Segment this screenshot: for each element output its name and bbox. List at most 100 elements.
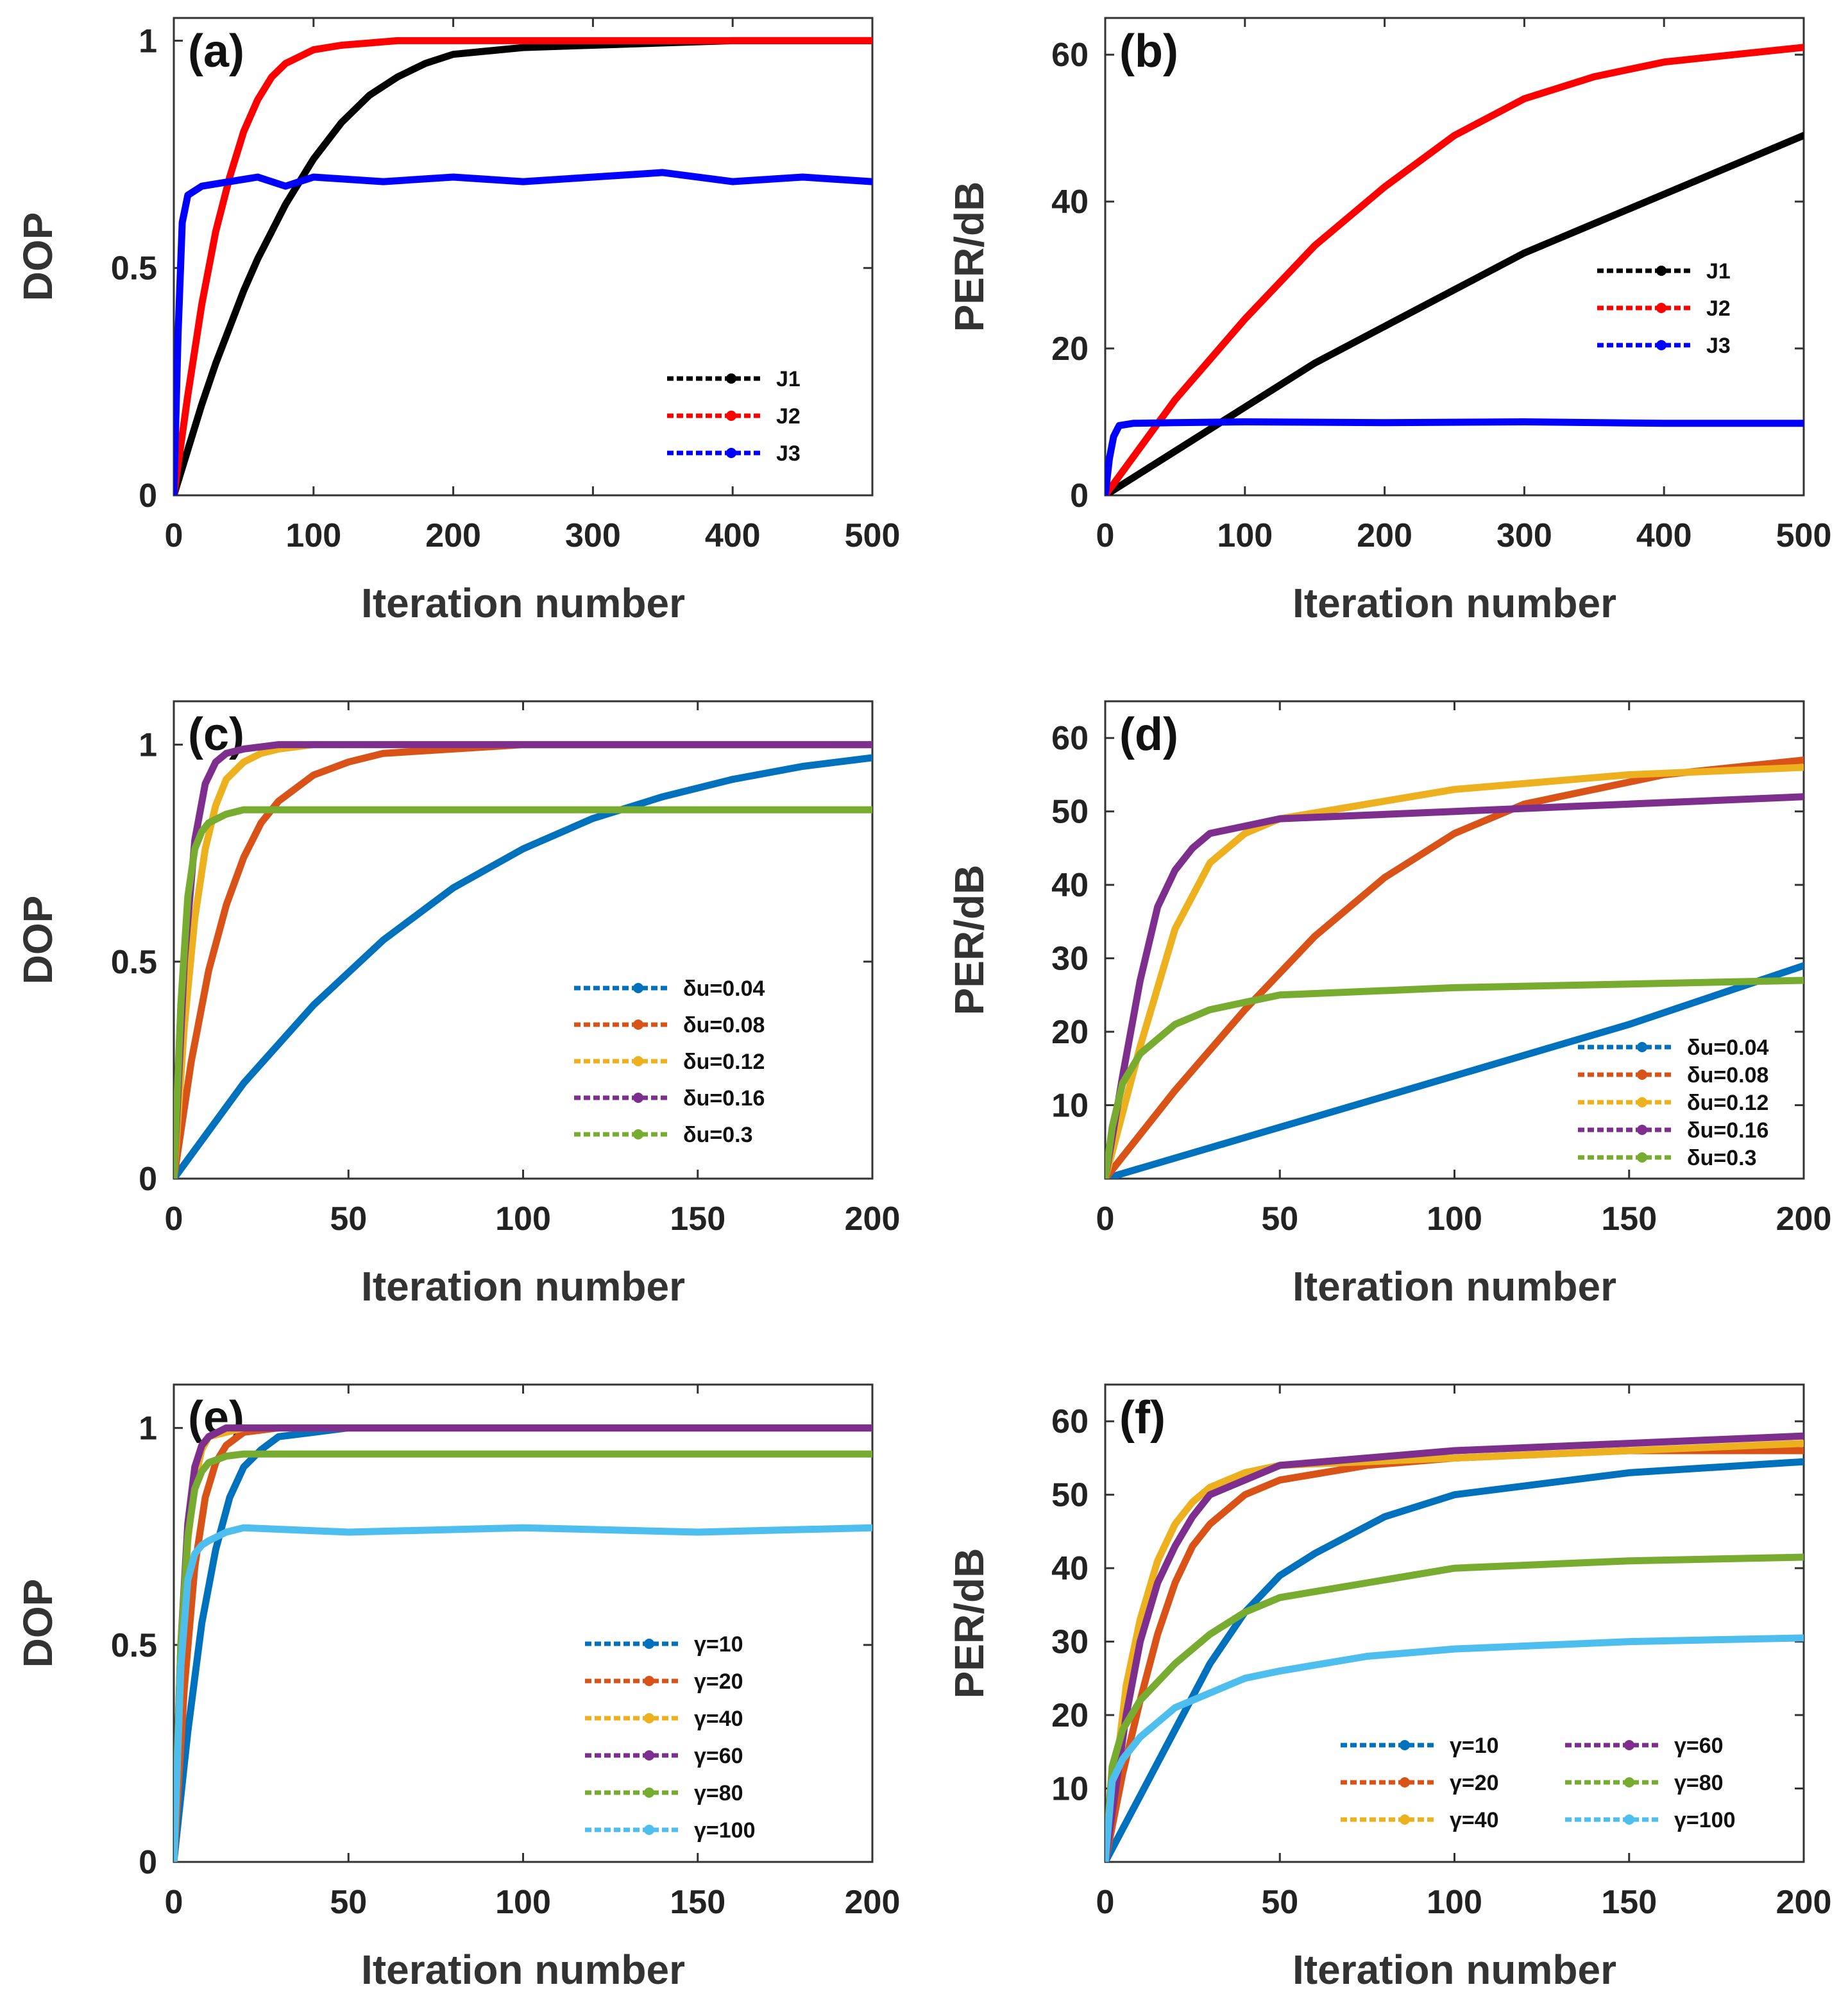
legend-label: J3 [776, 441, 801, 466]
y-tick-label: 0 [139, 1844, 157, 1881]
legend-marker [1637, 1097, 1647, 1107]
x-tick-label: 100 [495, 1884, 551, 1921]
y-tick-label: 0 [1070, 477, 1089, 515]
x-tick-label: 500 [1776, 517, 1832, 554]
legend-label: γ=100 [1674, 1808, 1736, 1832]
y-axis-label: PER/dB [946, 865, 992, 1016]
y-axis-label: DOP [15, 1579, 61, 1668]
x-tick-label: 150 [1601, 1884, 1657, 1921]
legend-marker [1656, 303, 1666, 313]
panel-d: 0 50 100 150 200 10 20 30 40 50 60 Iteration number… [946, 700, 1831, 1310]
x-tick-label: 300 [565, 517, 621, 554]
legend-marker [1637, 1152, 1647, 1163]
series-line-γ=40 [1105, 1440, 1804, 1862]
x-tick-label: 400 [1636, 517, 1692, 554]
legend-marker [1624, 1814, 1634, 1825]
legend-label: γ=20 [1450, 1771, 1499, 1795]
legend-label: γ=60 [694, 1744, 743, 1768]
legend-label: δu=0.3 [1687, 1146, 1757, 1170]
legend-marker [633, 983, 643, 993]
legend-marker [633, 1129, 643, 1139]
y-axis-label: PER/dB [946, 1548, 992, 1699]
y-tick-label: 30 [1051, 941, 1089, 978]
legend-marker [726, 373, 736, 384]
x-tick-label: 50 [330, 1884, 367, 1921]
y-tick-label: 40 [1051, 1550, 1089, 1587]
series-line-γ=100 [1105, 1634, 1804, 1862]
x-tick-label: 200 [1357, 517, 1412, 554]
series-line-δu=0.12 [1105, 764, 1804, 1179]
series-line-γ=60 [174, 1424, 872, 1862]
x-tick-label: 50 [330, 1200, 367, 1238]
x-tick-label: 200 [1776, 1884, 1832, 1921]
y-tick-label: 20 [1051, 330, 1089, 368]
series-line-γ=20 [1105, 1447, 1804, 1862]
legend-label: J2 [1706, 296, 1731, 321]
panel-label: (b) [1119, 26, 1178, 77]
y-tick-label: 0.5 [111, 944, 157, 981]
legend-label: γ=80 [694, 1781, 743, 1805]
series-line-γ=10 [1105, 1458, 1804, 1862]
x-axis-label: Iteration number [1293, 1263, 1616, 1310]
y-tick-label: 1 [139, 1410, 157, 1447]
panel-b: 0 100 200 300 400 500 0 20 40 60 Iteration number P… [946, 17, 1832, 626]
x-axis-label: Iteration number [361, 1263, 685, 1310]
legend-label: δu=0.16 [683, 1086, 765, 1111]
legend-marker [1656, 266, 1666, 276]
y-axis-label: DOP [15, 212, 61, 302]
legend-label: J2 [776, 404, 801, 429]
series-line-δu=0.08 [174, 741, 872, 1179]
legend-label: δu=0.08 [1687, 1063, 1768, 1088]
series-line-J1 [174, 37, 872, 495]
y-tick-label: 10 [1051, 1771, 1089, 1808]
y-tick-label: 40 [1051, 867, 1089, 904]
x-tick-label: 100 [1427, 1884, 1482, 1921]
legend-label: γ=40 [1450, 1808, 1499, 1832]
legend-marker [644, 1825, 654, 1835]
series-line-δu=0.04 [174, 754, 872, 1179]
y-tick-label: 0 [139, 477, 157, 515]
x-tick-label: 50 [1261, 1200, 1298, 1238]
x-tick-label: 0 [165, 1200, 183, 1238]
legend-marker [644, 1639, 654, 1649]
legend-label: J3 [1706, 334, 1731, 358]
legend-marker [644, 1713, 654, 1723]
x-tick-label: 0 [1096, 1884, 1115, 1921]
x-tick-label: 100 [285, 517, 341, 554]
series-line-J3 [174, 169, 872, 495]
y-tick-label: 60 [1051, 720, 1089, 757]
panel-label: (f) [1119, 1392, 1166, 1444]
series-line-γ=100 [174, 1524, 872, 1862]
legend-label: γ=10 [694, 1632, 743, 1657]
series-line-J2 [174, 37, 872, 495]
legend-label: δu=0.08 [683, 1013, 765, 1037]
y-tick-label: 60 [1051, 37, 1089, 74]
x-tick-label: 150 [670, 1200, 725, 1238]
panel-a: 0 100 200 300 400 500 0 0.5 1 Iteration number DOP… [15, 17, 900, 626]
x-tick-label: 100 [1217, 517, 1273, 554]
legend-label: γ=100 [694, 1818, 756, 1843]
panel-f: 0 50 100 150 200 10 20 30 40 50 60 Iteration number… [946, 1383, 1832, 1993]
x-tick-label: 100 [495, 1200, 551, 1238]
series-line-δu=0.3 [1105, 977, 1804, 1179]
y-tick-label: 20 [1051, 1014, 1089, 1051]
legend-marker [644, 1676, 654, 1686]
y-tick-label: 1 [139, 22, 157, 60]
series-line-γ=80 [174, 1450, 872, 1862]
y-tick-label: 0.5 [111, 1627, 157, 1664]
series-line-δu=0.3 [174, 806, 872, 1179]
legend-marker [633, 1093, 643, 1103]
legend-label: δu=0.3 [683, 1123, 753, 1147]
legend-label: γ=20 [694, 1669, 743, 1694]
x-tick-label: 150 [1601, 1200, 1657, 1238]
series-line-J3 [1105, 418, 1804, 495]
legend-marker [644, 1750, 654, 1761]
series-line-γ=80 [1105, 1553, 1804, 1862]
legend-label: δu=0.12 [683, 1050, 765, 1074]
y-tick-label: 40 [1051, 183, 1089, 221]
legend-label: δu=0.04 [1687, 1036, 1769, 1060]
y-tick-label: 10 [1051, 1088, 1089, 1125]
